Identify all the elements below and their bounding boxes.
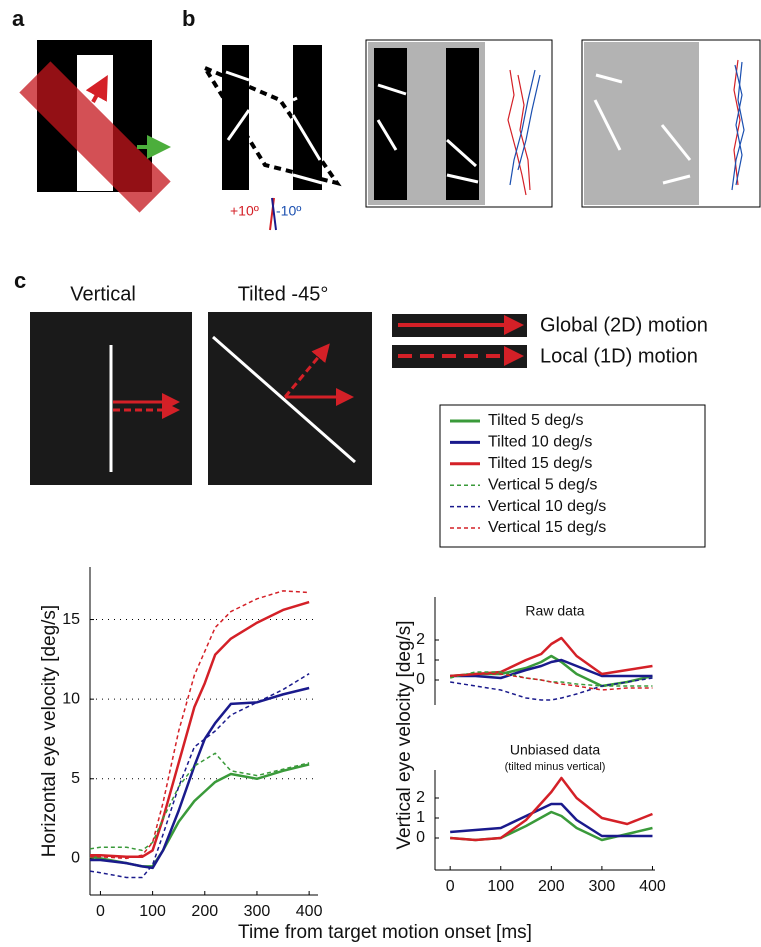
panel-a-illustration [19, 40, 171, 213]
legend-label: Vertical 15 deg/s [488, 519, 606, 536]
chart-subtitle: (tilted minus vertical) [505, 761, 606, 773]
y-tick-label: 0 [416, 671, 425, 688]
x-tick-label: 400 [296, 903, 323, 920]
x-tick-label: 200 [538, 878, 565, 895]
y-tick-label: 0 [416, 829, 425, 846]
angle-label: -10º [276, 203, 301, 219]
x-tick-label: 100 [487, 878, 514, 895]
motion-legend-label: Local (1D) motion [540, 345, 698, 367]
series-line [89, 673, 310, 879]
series-line [450, 658, 653, 680]
series-line [449, 671, 653, 687]
y-tick-label: 0 [71, 850, 80, 867]
legend-label: Vertical 5 deg/s [488, 476, 597, 493]
x-axis-label: Time from target motion onset [ms] [238, 922, 532, 943]
series-line [450, 677, 653, 701]
chart-title: Unbiased data [510, 742, 601, 758]
y-tick-label: 2 [416, 789, 425, 806]
series-line [90, 686, 310, 870]
x-tick-label: 100 [139, 903, 166, 920]
x-tick-label: 0 [446, 878, 455, 895]
series-line [90, 590, 310, 860]
y-tick-label: 2 [416, 631, 425, 648]
x-tick-label: 300 [244, 903, 271, 920]
panel-c-illustration [30, 312, 527, 485]
legend-label: Tilted 15 deg/s [488, 455, 592, 472]
legend-box [439, 404, 706, 548]
series-line [89, 763, 310, 868]
x-tick-label: 400 [639, 878, 666, 895]
stimulus-title: Tilted -45° [238, 283, 329, 305]
y-axis-label: Vertical eye velocity [deg/s] [394, 620, 415, 849]
panel-label: c [14, 268, 26, 293]
legend-label: Tilted 10 deg/s [488, 434, 592, 451]
motion-legend-label: Global (2D) motion [540, 314, 708, 336]
x-tick-label: 0 [96, 903, 105, 920]
angle-label: +10º [230, 203, 259, 219]
series-line [450, 802, 653, 838]
y-tick-label: 5 [71, 770, 80, 787]
panel-b-illustration [199, 39, 761, 231]
chart-title: Raw data [525, 603, 584, 619]
series-line [89, 752, 310, 852]
y-tick-label: 15 [62, 611, 80, 628]
y-axis-label: Horizontal eye velocity [deg/s] [39, 605, 60, 857]
stimulus-title: Vertical [70, 283, 136, 305]
legend-label: Vertical 10 deg/s [488, 498, 606, 515]
series-line [450, 776, 653, 842]
series-line [90, 600, 310, 859]
y-tick-label: 10 [62, 690, 80, 707]
series-line [450, 673, 653, 691]
x-tick-label: 200 [191, 903, 218, 920]
x-tick-label: 300 [589, 878, 616, 895]
y-tick-label: 1 [416, 809, 425, 826]
legend-label: Tilted 5 deg/s [488, 412, 583, 429]
panel-label: a [12, 6, 25, 31]
panel-label: b [182, 6, 195, 31]
y-tick-label: 1 [416, 651, 425, 668]
